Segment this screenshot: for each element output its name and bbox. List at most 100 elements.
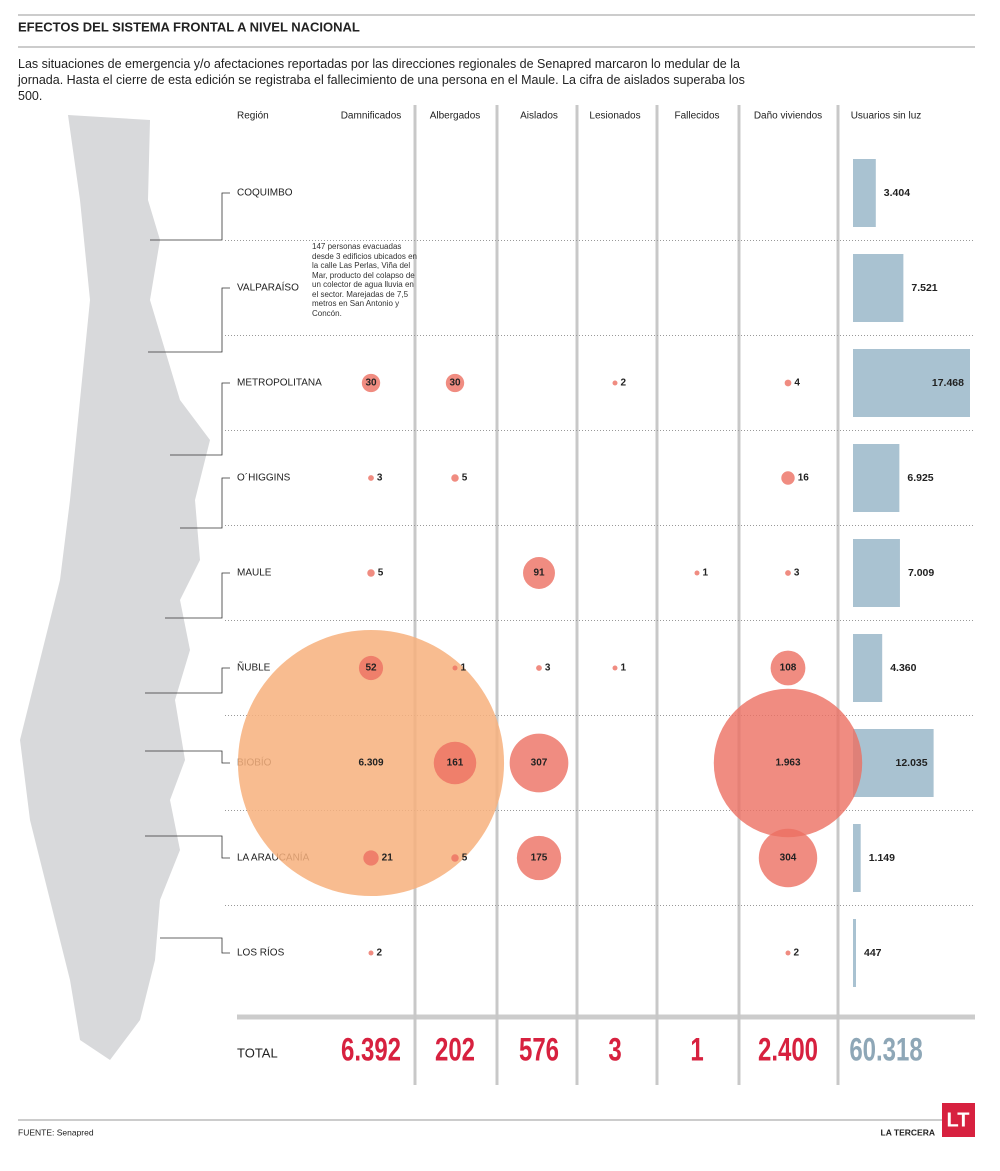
bubble — [358, 655, 384, 681]
bubble — [770, 650, 806, 686]
bubble — [509, 733, 569, 793]
bubble-label: 1.963 — [775, 758, 800, 769]
bubble-label: 4 — [794, 378, 800, 389]
bar-label: 3.404 — [884, 187, 910, 199]
bubble-label: 175 — [531, 853, 548, 864]
bubble-label: 2 — [621, 378, 627, 389]
region-label: ÑUBLE — [237, 661, 271, 674]
bubble — [523, 557, 555, 589]
map-connector — [145, 667, 230, 694]
column-header: Usuarios sin luz — [851, 111, 922, 122]
bar — [853, 349, 970, 417]
column-header: Fallecidos — [674, 111, 719, 122]
bubble-label: 91 — [533, 568, 545, 579]
bar-label: 1.149 — [869, 852, 895, 864]
bubble — [451, 474, 459, 482]
bubble — [536, 665, 542, 671]
bubble-label: 5 — [462, 473, 468, 484]
bubble — [694, 570, 700, 576]
bar — [853, 824, 861, 892]
bar-label: 7.521 — [911, 282, 937, 294]
bar — [853, 729, 934, 797]
bubble-label: 1 — [461, 663, 467, 674]
bubble — [784, 379, 792, 387]
total-value: 202 — [435, 1031, 475, 1067]
bubble — [785, 570, 791, 576]
total-value: 576 — [519, 1031, 559, 1067]
bubble — [612, 665, 618, 671]
bar — [853, 919, 856, 987]
bubble-label: 1 — [703, 568, 709, 579]
column-header: Damnificados — [341, 111, 402, 122]
row-note: 147 personas evacuadas desde 3 edificios… — [312, 242, 417, 318]
total-value: 60.318 — [849, 1031, 922, 1067]
intro: Las situaciones de emergencia y/o afecta… — [18, 57, 745, 103]
bar — [853, 159, 876, 227]
bubble-label: 3 — [377, 473, 383, 484]
bubble-label: 52 — [365, 663, 377, 674]
total-value: 3 — [608, 1031, 621, 1067]
bubble — [451, 854, 459, 862]
map-connector — [145, 750, 230, 764]
bubble — [433, 741, 477, 785]
bar — [853, 444, 900, 512]
bubble — [612, 380, 618, 386]
map-connector — [165, 572, 230, 619]
bar-label: 7.009 — [908, 567, 934, 579]
bubble — [516, 835, 562, 881]
bubble-label: 6.309 — [358, 758, 383, 769]
column-header: Albergados — [430, 111, 481, 122]
total-value: 2.400 — [758, 1031, 818, 1067]
bubble-label: 307 — [531, 758, 548, 769]
bubble-label: 16 — [798, 473, 810, 484]
source: FUENTE: Senapred — [18, 1127, 94, 1137]
bubble-label: 1 — [621, 663, 627, 674]
logo-box — [942, 1103, 975, 1137]
map-chile — [20, 115, 210, 1060]
map-connector — [145, 835, 230, 859]
brand: LA TERCERA — [881, 1127, 935, 1137]
bubble — [713, 688, 863, 838]
bubble — [781, 471, 795, 485]
bubble — [368, 475, 374, 481]
column-header: Daño viviendos — [754, 111, 822, 122]
column-header: Lesionados — [589, 111, 640, 122]
region-label: O´HIGGINS — [237, 472, 291, 484]
bubble — [237, 629, 505, 897]
bar-label: 6.925 — [907, 472, 933, 484]
bubble-label: 21 — [382, 853, 394, 864]
bubble — [363, 850, 379, 866]
bar — [853, 254, 904, 322]
bubble — [368, 950, 374, 956]
bubble-label: 3 — [545, 663, 551, 674]
bar — [853, 539, 900, 607]
bubble — [367, 569, 375, 577]
bubble — [785, 950, 791, 956]
bubble — [452, 665, 458, 671]
bar-label: 447 — [864, 947, 882, 959]
map-connector — [160, 937, 230, 954]
region-label: VALPARAÍSO — [237, 281, 299, 294]
region-label: MAULE — [237, 568, 272, 579]
map-connector — [180, 477, 230, 529]
column-header: Aislados — [520, 111, 558, 122]
bubble-label: 2 — [377, 948, 383, 959]
bubble-label: 30 — [449, 378, 461, 389]
logo: LT — [947, 1109, 970, 1131]
map-connector — [150, 192, 230, 241]
total-value: 6.392 — [341, 1031, 401, 1067]
bubble — [361, 373, 381, 393]
bubble-label: 108 — [780, 663, 797, 674]
bubble-label: 5 — [378, 568, 384, 579]
bubble-label: 30 — [365, 378, 377, 389]
map-connector — [148, 287, 230, 353]
bubble-label: 161 — [447, 758, 464, 769]
bubble-label: 304 — [780, 853, 797, 864]
bubble — [445, 373, 465, 393]
bar-label: 4.360 — [890, 662, 916, 674]
region-label: LOS RÍOS — [237, 946, 285, 959]
bubble-label: 5 — [462, 853, 468, 864]
row-header: Región — [237, 111, 269, 122]
bar — [853, 634, 883, 702]
total-label: TOTAL — [237, 1045, 278, 1060]
